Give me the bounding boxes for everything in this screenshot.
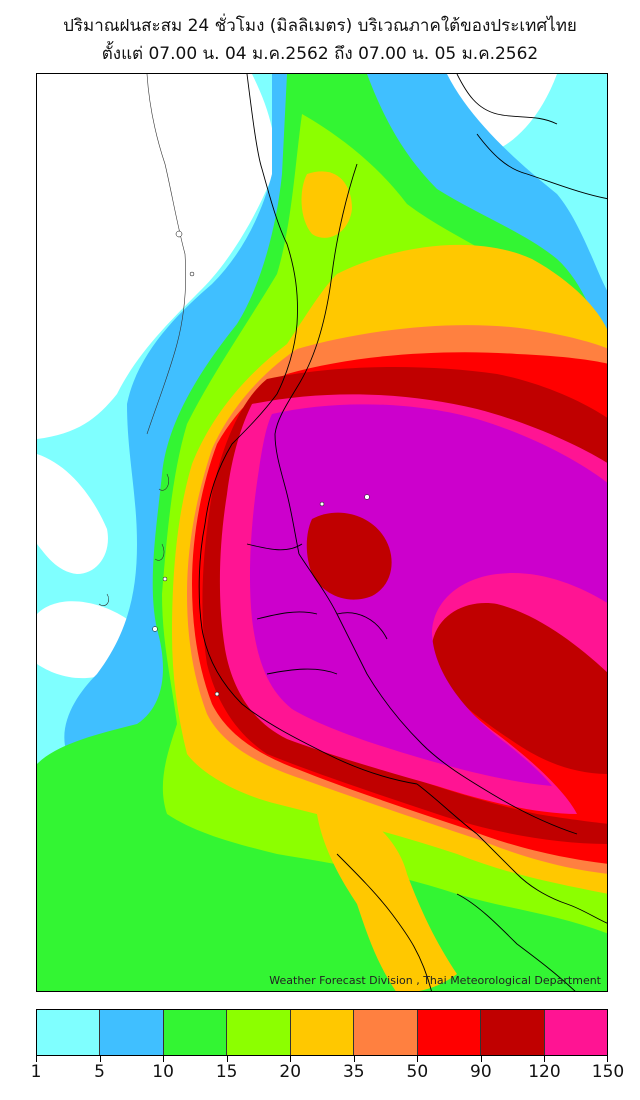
title-line-1: ปริมาณฝนสะสม 24 ชั่วโมง (มิลลิเมตร) บริเ… [63, 16, 577, 36]
coastline-lines [98, 74, 187, 606]
island-2 [189, 271, 195, 277]
island-5 [214, 691, 220, 697]
island-4 [152, 626, 158, 632]
no-rain-area-northwest [37, 74, 275, 439]
credit-text: Weather Forecast Division , Thai Meteoro… [269, 974, 601, 987]
legend-tick-labels: 1 5 10 15 20 35 50 90 120 150 [31, 1056, 624, 1096]
island-3 [162, 576, 168, 582]
border-line-northeast-1 [456, 74, 558, 125]
legend-swatch-6 [416, 1010, 481, 1055]
legend-swatch-0 [37, 1010, 100, 1055]
rain-zone-150-plus [249, 404, 607, 786]
border-line-gulf-coast [274, 163, 358, 555]
map-title: ปริมาณฝนสะสม 24 ชั่วโมง (มิลลิเมตร) บริเ… [0, 12, 640, 68]
legend-swatch-3 [226, 1010, 290, 1055]
legend-tick-mark-9 [607, 1056, 608, 1062]
title-line-2: ตั้งแต่ 07.00 น. 04 ม.ค.2562 ถึง 07.00 น… [101, 44, 539, 64]
rain-zone-20-35-north [301, 171, 352, 238]
border-line-province-4 [336, 612, 388, 640]
coastline-islands [98, 473, 170, 606]
legend-tick-mark-6 [417, 1056, 419, 1062]
border-line-malaysia [416, 783, 607, 924]
legend-tick-mark-5 [353, 1056, 355, 1062]
rainfall-map-graphic [37, 74, 607, 991]
legend-tick-label-1: 5 [94, 1062, 105, 1082]
legend-tick-label-5: 35 [342, 1062, 365, 1082]
legend-tick-label-8: 120 [528, 1062, 561, 1082]
legend-tick-label-4: 20 [279, 1062, 302, 1082]
legend-tick-mark-0 [36, 1056, 37, 1062]
legend-swatch-2 [162, 1010, 227, 1055]
legend-swatch-7 [480, 1010, 544, 1055]
border-line-province-3 [266, 668, 338, 675]
legend-tick-label-9: 150 [591, 1062, 625, 1082]
border-line-province-2 [256, 611, 318, 620]
color-legend [36, 1009, 608, 1056]
legend-tick-mark-1 [99, 1056, 101, 1062]
legend-tick-label-2: 10 [152, 1062, 174, 1082]
island-6 [319, 501, 325, 507]
legend-swatch-1 [99, 1010, 163, 1055]
legend-tick-mark-2 [163, 1056, 165, 1062]
legend-swatch-4 [289, 1010, 354, 1055]
border-line-east-coast [298, 553, 578, 835]
rain-zone-20-35-south [317, 794, 457, 991]
island-7 [364, 494, 370, 500]
border-line-malaysia-interior [336, 853, 432, 991]
border-line-southeast [456, 893, 576, 991]
legend-tick-mark-4 [290, 1056, 292, 1062]
border-line-province-1 [246, 543, 303, 551]
legend-tick-mark-3 [226, 1056, 228, 1062]
legend-tick-label-7: 90 [470, 1062, 492, 1082]
legend-swatch-5 [353, 1010, 417, 1055]
border-line-myanmar-thailand [204, 74, 298, 525]
border-line-thailand-west-coast [198, 523, 418, 785]
coastline-andaman [146, 74, 187, 435]
island-group [152, 230, 370, 697]
island-1 [175, 230, 183, 238]
border-line-northeast-2 [476, 133, 607, 200]
legend-swatch-8 [543, 1010, 607, 1055]
legend-tick-label-0: 1 [30, 1062, 42, 1082]
legend-tick-label-6: 50 [406, 1062, 429, 1082]
legend-tick-mark-8 [544, 1056, 546, 1062]
no-rain-area-west [37, 454, 108, 574]
rainfall-map: Weather Forecast Division , Thai Meteoro… [36, 73, 608, 992]
legend-tick-mark-7 [480, 1056, 482, 1062]
country-border-lines [198, 74, 607, 991]
legend-tick-label-3: 15 [215, 1062, 238, 1082]
rain-zone-90-120-core [306, 512, 392, 600]
rain-zone-90-120 [202, 367, 607, 844]
